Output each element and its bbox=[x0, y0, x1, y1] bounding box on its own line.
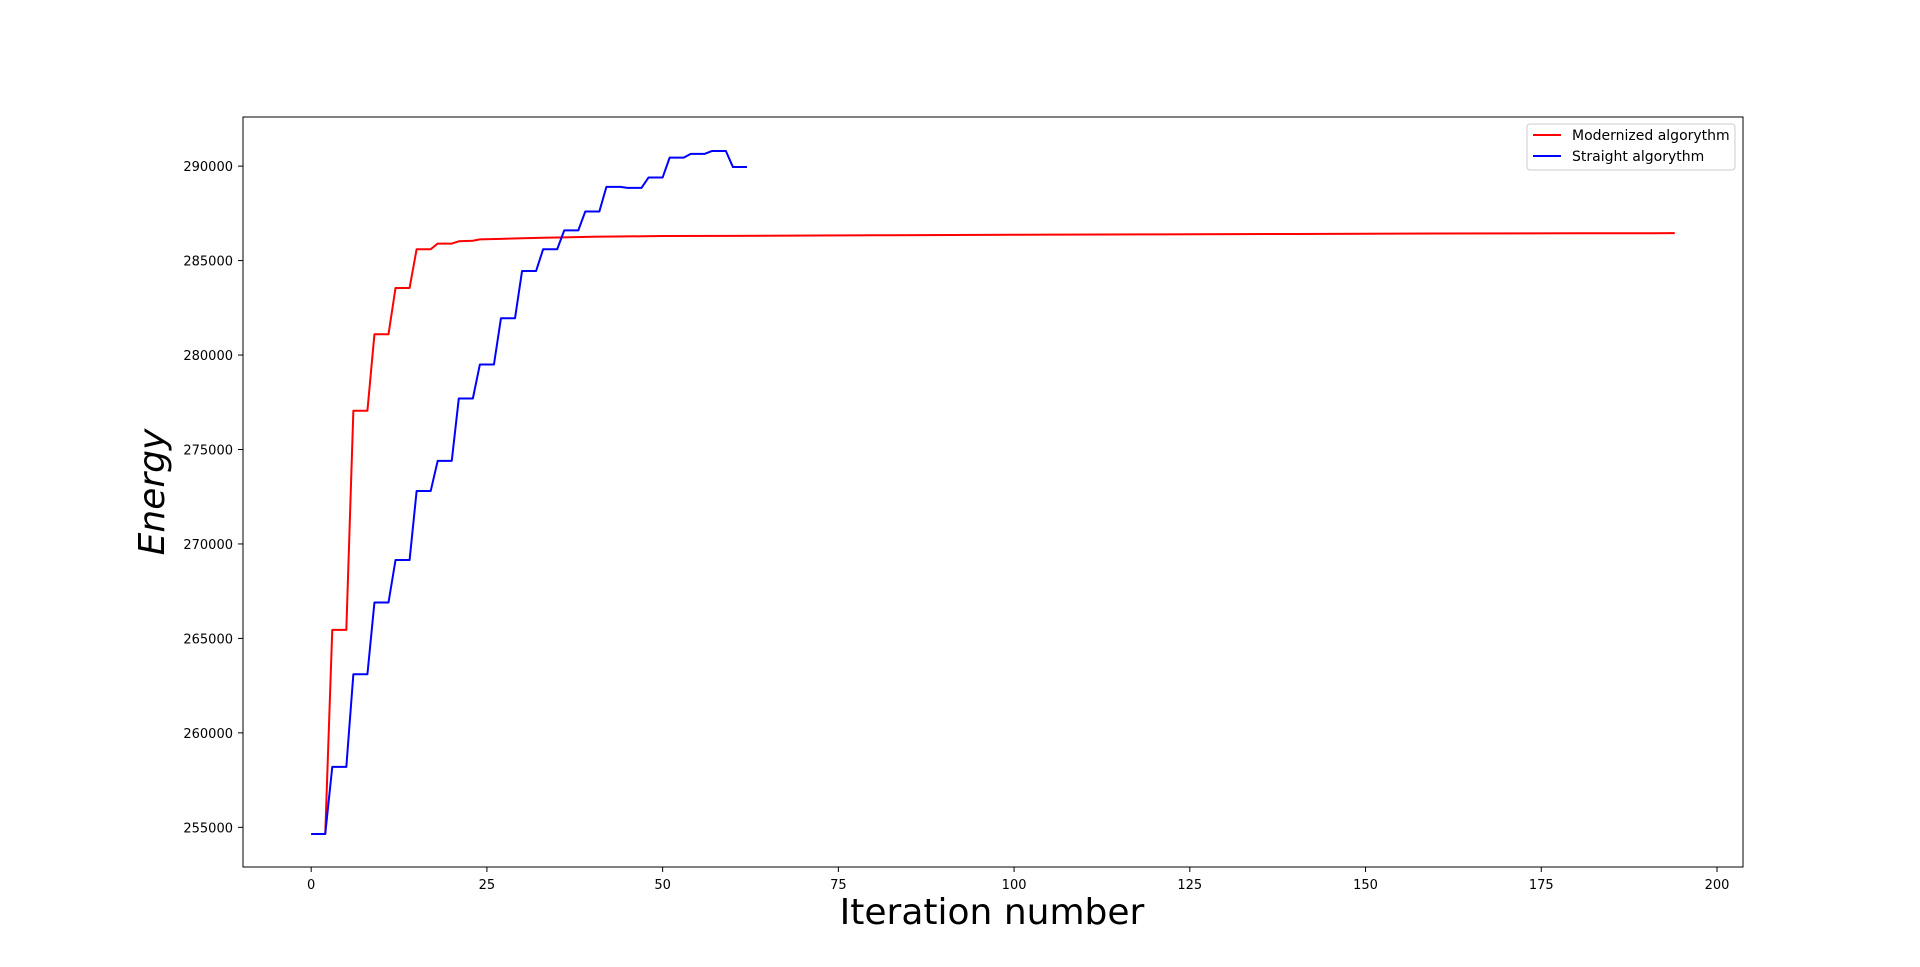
legend-label-straight: Straight algorythm bbox=[1572, 149, 1704, 165]
plot-frame bbox=[242, 116, 1744, 868]
series-line-straight bbox=[311, 150, 747, 835]
plot-area bbox=[243, 117, 1743, 867]
x-tick-label: 50 bbox=[654, 878, 671, 893]
y-tick-label: 270000 bbox=[183, 538, 233, 553]
x-axis-title: Iteration number bbox=[840, 892, 1145, 933]
series-line-modernized bbox=[311, 232, 1675, 835]
x-tick-label: 25 bbox=[479, 878, 496, 893]
x-tick-label: 75 bbox=[830, 878, 847, 893]
y-tick-label: 260000 bbox=[183, 727, 233, 742]
y-tick-label: 255000 bbox=[183, 821, 233, 836]
x-axis-ticks: 0 25 50 75 100 125 150 175 200 bbox=[307, 867, 1729, 893]
y-axis-title: Energy bbox=[132, 428, 173, 555]
series-layer bbox=[311, 150, 1675, 835]
legend: Modernized algorythm Straight algorythm bbox=[1526, 123, 1736, 171]
y-tick-label: 275000 bbox=[183, 443, 233, 458]
y-tick-label: 290000 bbox=[183, 160, 233, 175]
x-tick-label: 150 bbox=[1353, 878, 1378, 893]
y-tick-label: 285000 bbox=[183, 255, 233, 270]
x-tick-label: 100 bbox=[1002, 878, 1027, 893]
y-tick-label: 265000 bbox=[183, 632, 233, 647]
y-tick-label: 280000 bbox=[183, 349, 233, 364]
legend-label-modernized: Modernized algorythm bbox=[1572, 128, 1730, 144]
x-tick-label: 125 bbox=[1177, 878, 1202, 893]
y-axis-ticks: 255000 260000 265000 270000 275000 280000 2850… bbox=[183, 160, 243, 836]
x-tick-label: 0 bbox=[307, 878, 315, 893]
legend-box bbox=[1526, 123, 1736, 171]
x-tick-label: 200 bbox=[1705, 878, 1730, 893]
x-tick-label: 175 bbox=[1529, 878, 1554, 893]
